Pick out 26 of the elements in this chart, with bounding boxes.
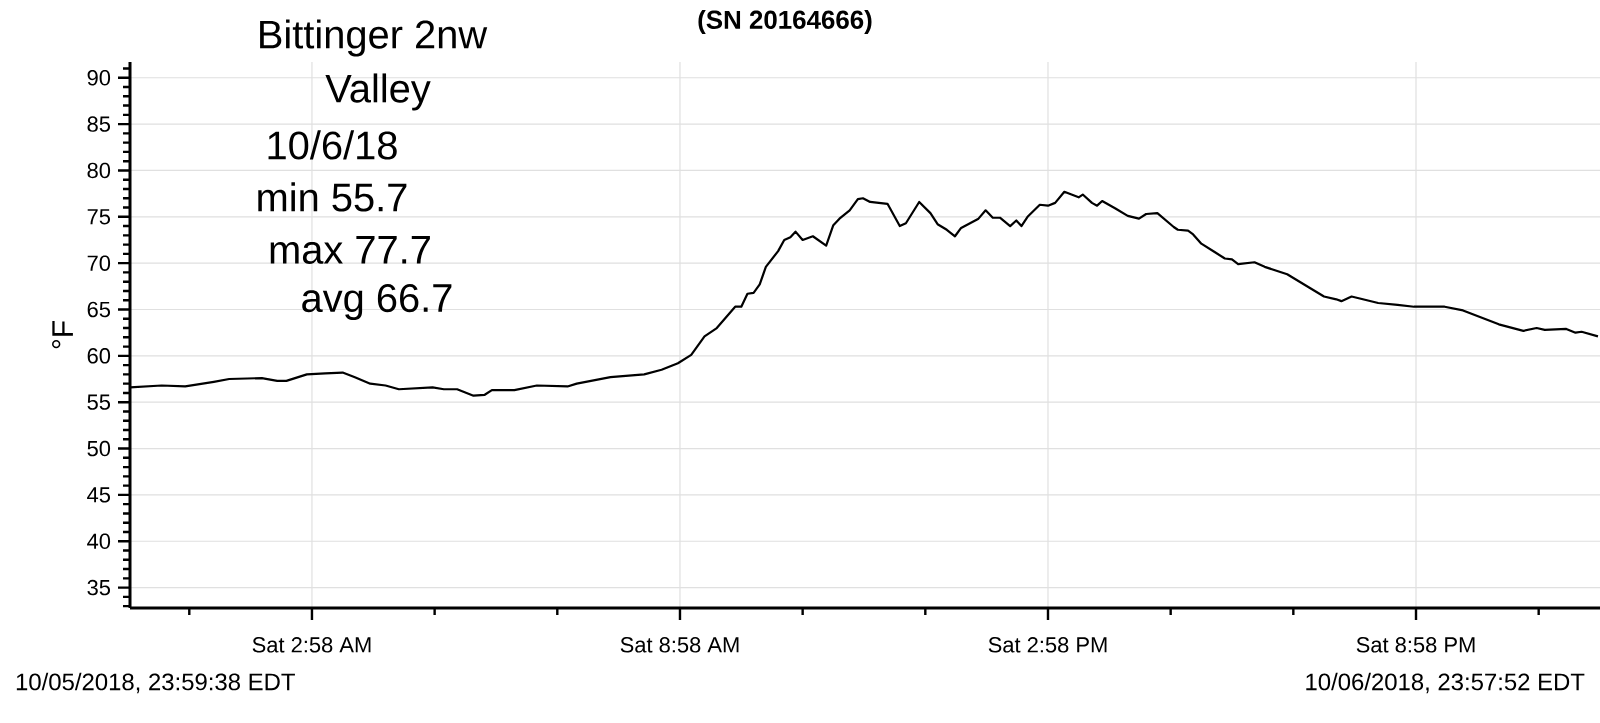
- y-tick-label: 40: [87, 533, 111, 550]
- annotation: Valley: [325, 73, 431, 111]
- y-tick-label: 50: [87, 440, 111, 457]
- text: Bittinger 2nw: [260, 19, 488, 57]
- y-axis-title: °F: [52, 321, 73, 349]
- x-tick-label: Sat 2:58 PM: [988, 637, 1107, 653]
- annotation: min 55.7: [258, 182, 407, 212]
- y-tick-label: 45: [87, 487, 111, 503]
- chart-title: (SN 20164666): [698, 9, 872, 35]
- y-tick-label: 75: [87, 209, 111, 225]
- y-tick-label: 65: [87, 301, 111, 318]
- y-tick-label: 85: [87, 116, 111, 132]
- y-tick-label: 60: [87, 348, 111, 364]
- text: 10/05/2018, 23:59:38 EDT: [16, 672, 295, 694]
- y-tick-label: 55: [87, 394, 111, 410]
- annotation: max 77.7: [270, 236, 430, 264]
- y-tick-label: 35: [87, 579, 111, 596]
- x-tick-label: Sat 8:58 AM: [620, 637, 739, 653]
- annotation: 10/6/18: [268, 130, 397, 160]
- x-tick-label: Sat 2:58 AM: [252, 637, 371, 653]
- y-tick-label: 90: [87, 70, 111, 86]
- annotation: avg 66.7: [302, 283, 452, 321]
- x-tick-label: Sat 8:58 PM: [1356, 637, 1475, 653]
- y-tick-label: 80: [87, 162, 111, 179]
- y-tick-label: 70: [87, 255, 111, 271]
- text: 10/06/2018, 23:57:52 EDT: [1306, 672, 1585, 694]
